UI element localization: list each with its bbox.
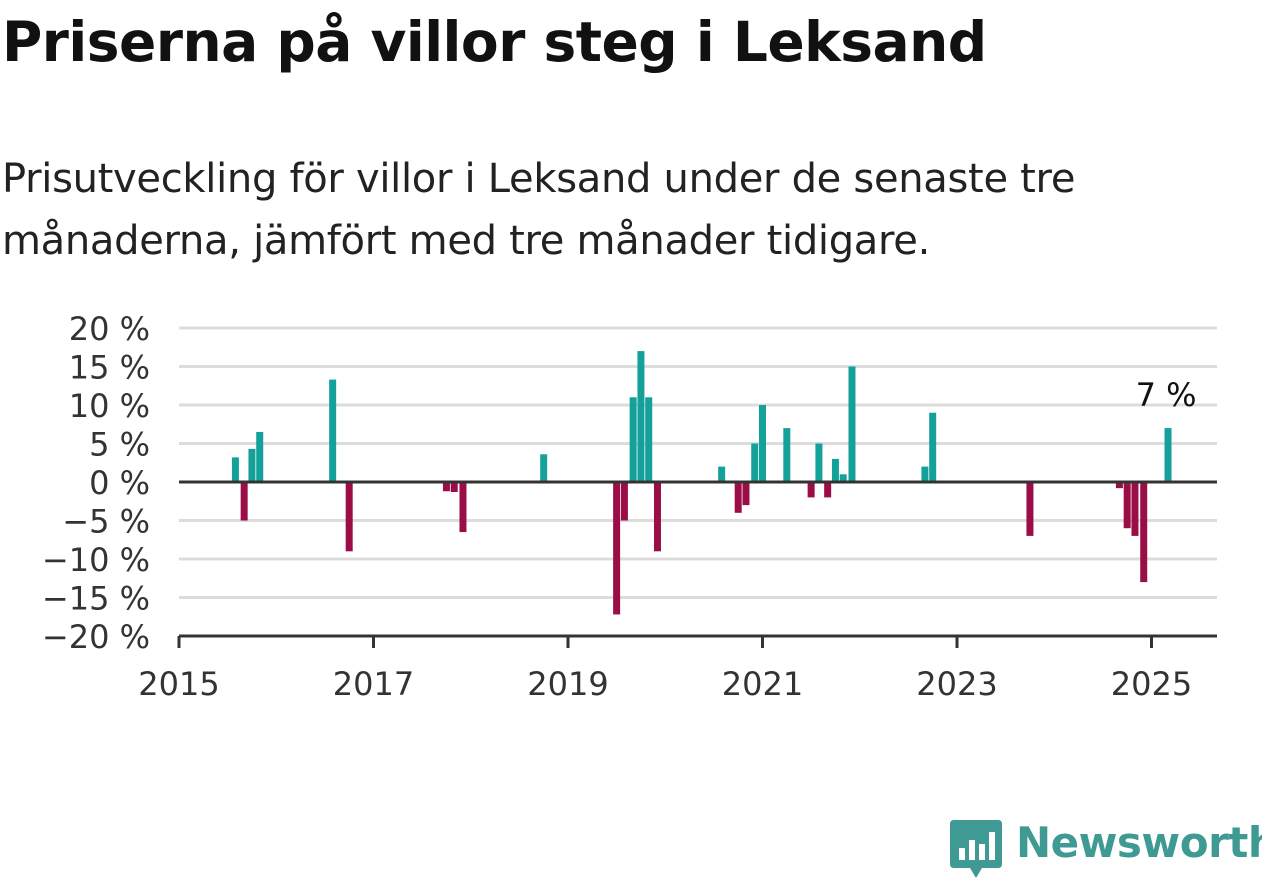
bar-positive xyxy=(848,366,856,482)
chart-title: Priserna på villor steg i Leksand xyxy=(2,10,987,74)
bar-negative xyxy=(1140,482,1148,583)
x-tick-label: 2019 xyxy=(527,665,608,703)
bar-positive xyxy=(329,379,337,482)
bar-positive xyxy=(839,474,847,482)
y-tick-label: −20 % xyxy=(42,618,150,656)
bar-negative xyxy=(459,482,467,533)
y-tick-label: 5 % xyxy=(89,426,150,464)
bar-negative xyxy=(807,482,815,498)
x-tick-label: 2015 xyxy=(138,665,219,703)
chart-subtitle: Prisutveckling för villor i Leksand unde… xyxy=(2,156,1076,264)
bar-positive xyxy=(256,431,264,482)
bar-negative xyxy=(345,482,353,552)
x-tick-label: 2021 xyxy=(722,665,803,703)
bar-positive xyxy=(645,397,653,482)
bar-positive xyxy=(815,443,823,482)
y-tick-label: 10 % xyxy=(69,387,150,425)
bar-negative xyxy=(442,482,450,492)
bar-positive xyxy=(718,466,726,482)
bar-negative xyxy=(613,482,621,615)
bar-negative xyxy=(742,482,750,506)
bar-positive xyxy=(248,448,256,482)
x-tick-label: 2017 xyxy=(333,665,414,703)
newsworthy-logo: Newsworthy xyxy=(950,818,1262,878)
bar-negative xyxy=(1115,482,1123,489)
newsworthy-chart-bubble-icon xyxy=(950,820,1002,878)
bar-negative xyxy=(653,482,661,552)
bar-negative xyxy=(240,482,248,521)
bar-positive xyxy=(929,412,937,482)
bar-positive xyxy=(1164,428,1172,482)
x-tick-label: 2023 xyxy=(916,665,997,703)
bar-negative xyxy=(1123,482,1131,529)
newsworthy-brand-name: Newsworthy xyxy=(1016,818,1262,867)
bar-chart: 20 %15 %10 %5 %0 %−5 %−10 %−15 %−20 % 201… xyxy=(42,310,1217,703)
y-tick-label: 0 % xyxy=(89,464,150,502)
bar-positive xyxy=(629,397,637,482)
bar-positive xyxy=(637,351,645,482)
latest-value-label: 7 % xyxy=(1136,376,1197,414)
bar-positive xyxy=(783,428,791,482)
bar-positive xyxy=(831,458,839,482)
bar-negative xyxy=(1131,482,1139,536)
y-tick-label: −15 % xyxy=(42,580,150,618)
x-tick-label: 2025 xyxy=(1111,665,1192,703)
bar-positive xyxy=(231,457,239,482)
y-tick-label: −5 % xyxy=(62,503,150,541)
bar-positive xyxy=(751,443,759,482)
bar-positive xyxy=(540,454,548,482)
bar-negative xyxy=(734,482,742,513)
bar-negative xyxy=(450,482,458,493)
bar-positive xyxy=(921,466,929,482)
y-tick-label: −10 % xyxy=(42,541,150,579)
bar-negative xyxy=(620,482,628,521)
bar-negative xyxy=(1026,482,1034,536)
bar-positive xyxy=(759,405,766,482)
y-tick-label: 20 % xyxy=(69,310,150,348)
bar-negative xyxy=(824,482,832,498)
y-tick-label: 15 % xyxy=(69,349,150,387)
